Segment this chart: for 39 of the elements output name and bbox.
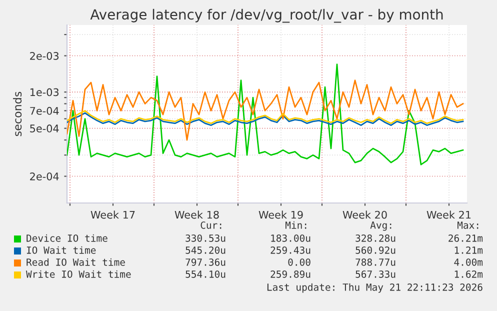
- text: 0.00: [288, 258, 310, 266]
- y-tick-label: 2e-04: [30, 172, 59, 180]
- y-tick-label: 1e-03: [30, 88, 59, 96]
- text: 788.77u: [356, 258, 396, 266]
- text: 259.89u: [270, 270, 310, 278]
- text: 330.53u: [186, 234, 226, 242]
- text: 1.21m: [454, 246, 483, 254]
- text: 797.36u: [186, 258, 226, 266]
- y-tick-label: 5e-04: [30, 124, 59, 132]
- x-tick-label: Week 18: [174, 210, 219, 219]
- text: 4.00m: [454, 258, 483, 266]
- chart-title: Average latency for /dev/vg_root/lv_var - by month: [90, 8, 443, 23]
- text: Avg:: [370, 222, 392, 231]
- text: 26.21m: [448, 234, 483, 242]
- x-tick-label: Week 19: [258, 210, 303, 219]
- y-axis-title: seconds: [13, 92, 22, 136]
- y-tick-label: 2e-03: [30, 52, 59, 60]
- legend-label: Device IO time: [26, 234, 108, 242]
- text: 567.33u: [356, 270, 396, 278]
- text: 554.10u: [186, 270, 226, 278]
- text: Max:: [458, 222, 478, 229]
- text: Cur:: [200, 221, 222, 229]
- text: 545.20u: [186, 246, 226, 254]
- x-tick-label: Week 20: [342, 210, 387, 219]
- legend-label: IO Wait time: [26, 246, 96, 254]
- text: Last update: Thu May 21 22:11:23 2026: [267, 283, 482, 293]
- line-series: [67, 80, 464, 141]
- line-series: [67, 64, 464, 166]
- text: 183.00u: [271, 234, 310, 242]
- x-tick-label: Week 21: [426, 210, 471, 219]
- text: 259.43u: [270, 246, 310, 254]
- x-tick-label: Week 17: [90, 210, 135, 219]
- text: 328.28u: [356, 234, 396, 242]
- y-tick-label: 7e-04: [30, 106, 59, 115]
- text: 560.92u: [356, 246, 396, 254]
- legend-label: Write IO Wait time: [26, 270, 131, 278]
- text: Min:: [286, 221, 306, 229]
- text: 1.62m: [454, 270, 483, 278]
- legend-label: Read IO Wait time: [26, 258, 125, 266]
